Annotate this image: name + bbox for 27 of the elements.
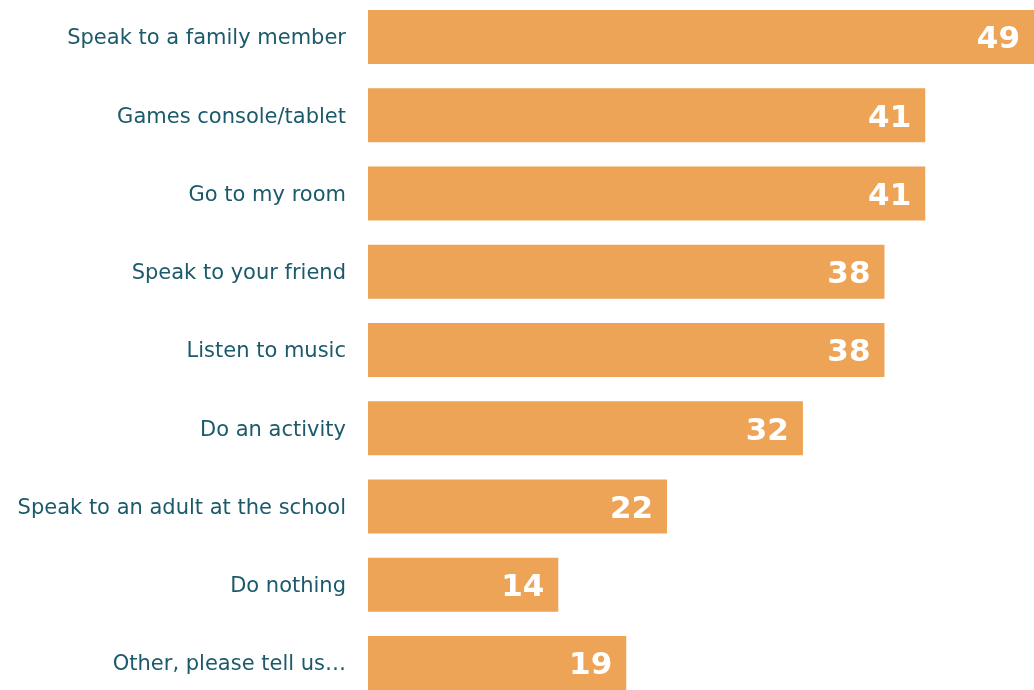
y-tick-label: Do nothing [230, 573, 346, 598]
bar [368, 166, 926, 221]
y-tick-label: Other, please tell us… [112, 651, 346, 676]
data-label: 14 [501, 567, 545, 604]
data-label: 19 [569, 645, 613, 682]
data-label: 32 [745, 410, 789, 447]
y-tick-label: Listen to music [186, 338, 346, 363]
bar [368, 636, 627, 690]
data-label: 41 [868, 97, 912, 134]
y-tick-label: Go to my room [188, 181, 346, 206]
y-tick-label: Speak to an adult at the school [17, 494, 346, 519]
y-tick-label: Speak to your friend [131, 260, 346, 285]
bar [368, 479, 668, 534]
data-label: 38 [827, 332, 871, 369]
y-tick-label: Do an activity [200, 416, 346, 441]
data-label: 49 [976, 19, 1020, 56]
y-tick-label: Speak to a family member [67, 25, 347, 50]
bar [368, 401, 803, 456]
bar [368, 557, 559, 612]
bar [368, 88, 926, 143]
bar [368, 10, 1034, 64]
bar [368, 323, 885, 377]
y-tick-label: Games console/tablet [117, 103, 346, 128]
bar [368, 244, 885, 299]
data-label: 22 [609, 488, 654, 525]
data-label: 38 [827, 254, 871, 291]
data-label: 41 [868, 175, 912, 212]
